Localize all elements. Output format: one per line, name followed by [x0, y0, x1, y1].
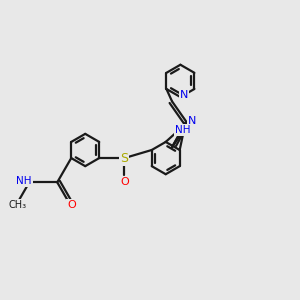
Text: N: N: [180, 90, 188, 100]
Text: N: N: [188, 116, 196, 126]
Text: S: S: [120, 152, 128, 165]
Text: NH: NH: [16, 176, 32, 186]
Text: O: O: [120, 177, 129, 187]
Text: NH: NH: [175, 125, 191, 135]
Text: CH₃: CH₃: [9, 200, 27, 210]
Text: O: O: [67, 200, 76, 210]
